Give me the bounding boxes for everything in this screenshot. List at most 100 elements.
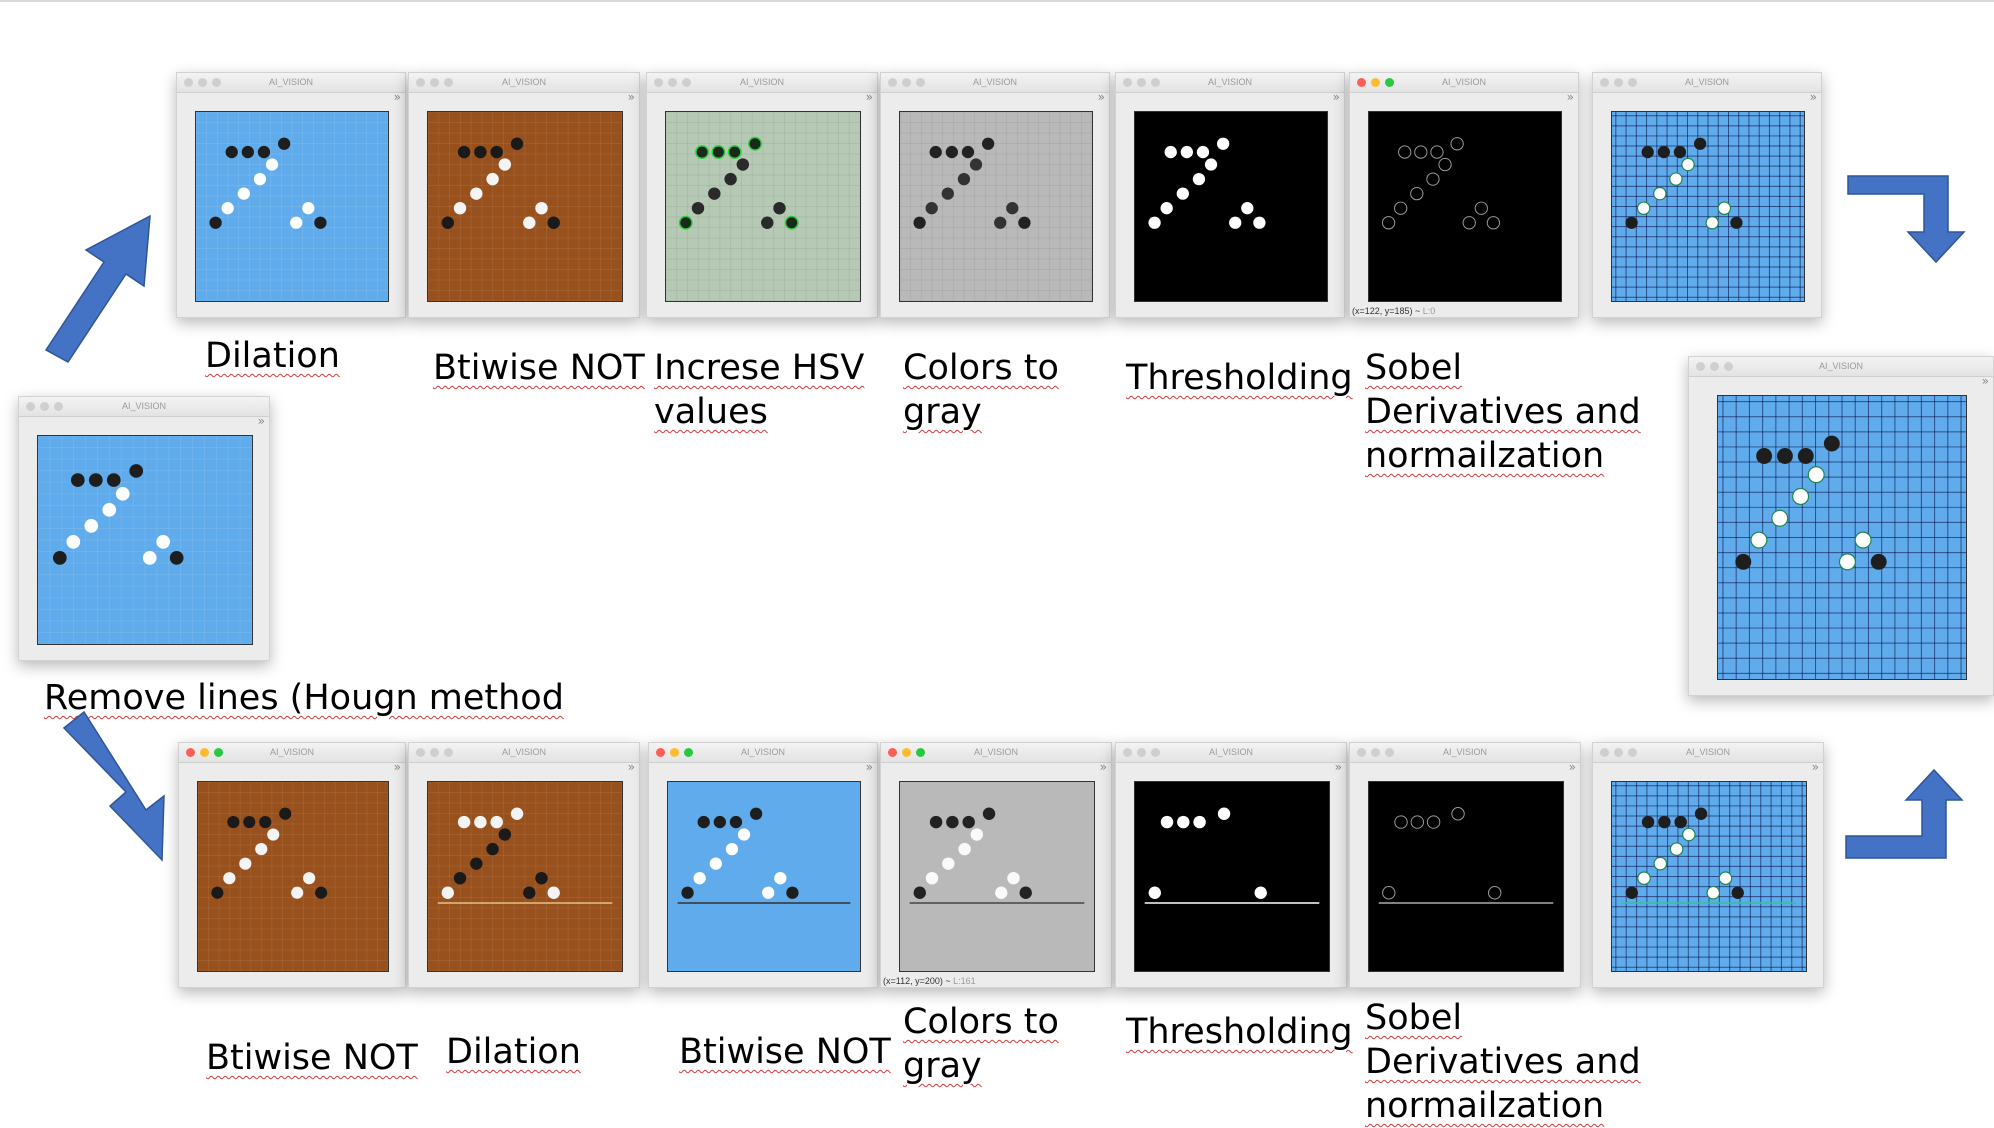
window-zoom-button[interactable] — [1385, 748, 1394, 757]
window-close-button[interactable] — [186, 748, 195, 757]
ai-vision-window[interactable]: AI_VISION » — [1115, 742, 1347, 988]
window-titlebar[interactable]: AI_VISION — [881, 743, 1111, 763]
window-titlebar[interactable]: AI_VISION — [409, 743, 639, 763]
window-zoom-button[interactable] — [212, 78, 221, 87]
window-titlebar[interactable]: AI_VISION — [1689, 357, 1993, 377]
window-close-button[interactable] — [1696, 362, 1705, 371]
ai-vision-window[interactable]: AI_VISION » — [880, 72, 1110, 318]
toolbar-overflow-icon[interactable]: » — [1566, 90, 1574, 104]
toolbar-overflow-icon[interactable]: » — [257, 414, 265, 428]
toolbar-overflow-icon[interactable]: » — [865, 760, 873, 774]
window-minimize-button[interactable] — [1371, 78, 1380, 87]
toolbar-overflow-icon[interactable]: » — [865, 90, 873, 104]
ai-vision-window[interactable]: AI_VISION » (x=122, y=185) ~ L:0 — [1349, 72, 1579, 318]
window-minimize-button[interactable] — [200, 748, 209, 757]
window-zoom-button[interactable] — [1628, 748, 1637, 757]
window-minimize-button[interactable] — [1137, 748, 1146, 757]
window-minimize-button[interactable] — [1614, 78, 1623, 87]
window-minimize-button[interactable] — [1137, 78, 1146, 87]
window-titlebar[interactable]: AI_VISION — [881, 73, 1109, 93]
ai-vision-window[interactable]: AI_VISION » — [1592, 742, 1824, 988]
window-minimize-button[interactable] — [40, 402, 49, 411]
ai-vision-window[interactable]: AI_VISION » — [1349, 742, 1581, 988]
ai-vision-window[interactable]: AI_VISION » — [648, 742, 878, 988]
window-close-button[interactable] — [888, 748, 897, 757]
toolbar-overflow-icon[interactable]: » — [1332, 90, 1340, 104]
window-zoom-button[interactable] — [214, 748, 223, 757]
window-titlebar[interactable]: AI_VISION — [1350, 743, 1580, 763]
ai-vision-window[interactable]: AI_VISION » — [646, 72, 878, 318]
window-minimize-button[interactable] — [198, 78, 207, 87]
window-close-button[interactable] — [416, 748, 425, 757]
stone — [498, 158, 512, 171]
window-close-button[interactable] — [1600, 748, 1609, 757]
ai-vision-window[interactable]: AI_VISION » — [1115, 72, 1345, 318]
ai-vision-window[interactable]: AI_VISION » — [178, 742, 406, 988]
toolbar-overflow-icon[interactable]: » — [1981, 374, 1989, 388]
window-minimize-button[interactable] — [430, 748, 439, 757]
window-zoom-button[interactable] — [1724, 362, 1733, 371]
ai-vision-window[interactable]: AI_VISION » — [408, 742, 640, 988]
window-close-button[interactable] — [1357, 78, 1366, 87]
toolbar-overflow-icon[interactable]: » — [1097, 90, 1105, 104]
toolbar-overflow-icon[interactable]: » — [627, 90, 635, 104]
window-titlebar[interactable]: AI_VISION — [1593, 743, 1823, 763]
window-titlebar[interactable]: AI_VISION — [19, 397, 269, 417]
stone — [982, 807, 996, 820]
ai-vision-window[interactable]: AI_VISION » — [1592, 72, 1822, 318]
stone — [695, 145, 710, 160]
window-zoom-button[interactable] — [1385, 78, 1394, 87]
window-minimize-button[interactable] — [1371, 748, 1380, 757]
window-zoom-button[interactable] — [682, 78, 691, 87]
window-titlebar[interactable]: AI_VISION — [1593, 73, 1821, 93]
window-zoom-button[interactable] — [684, 748, 693, 757]
window-minimize-button[interactable] — [670, 748, 679, 757]
window-close-button[interactable] — [1357, 748, 1366, 757]
window-zoom-button[interactable] — [1628, 78, 1637, 87]
window-close-button[interactable] — [656, 748, 665, 757]
toolbar-overflow-icon[interactable]: » — [1568, 760, 1576, 774]
toolbar-overflow-icon[interactable]: » — [1099, 760, 1107, 774]
window-close-button[interactable] — [184, 78, 193, 87]
window-close-button[interactable] — [26, 402, 35, 411]
toolbar-overflow-icon[interactable]: » — [393, 90, 401, 104]
window-titlebar[interactable]: AI_VISION — [1350, 73, 1578, 93]
window-minimize-button[interactable] — [1614, 748, 1623, 757]
window-zoom-button[interactable] — [916, 748, 925, 757]
window-titlebar[interactable]: AI_VISION — [179, 743, 405, 763]
window-minimize-button[interactable] — [430, 78, 439, 87]
window-zoom-button[interactable] — [444, 78, 453, 87]
window-minimize-button[interactable] — [902, 748, 911, 757]
window-close-button[interactable] — [416, 78, 425, 87]
ai-vision-window[interactable]: AI_VISION » (x=112, y=200) ~ L:161 — [880, 742, 1112, 988]
ai-vision-window[interactable]: AI_VISION » — [408, 72, 640, 318]
window-zoom-button[interactable] — [916, 78, 925, 87]
ai-vision-window[interactable]: AI_VISION » — [176, 72, 406, 318]
window-zoom-button[interactable] — [54, 402, 63, 411]
window-close-button[interactable] — [1600, 78, 1609, 87]
window-close-button[interactable] — [654, 78, 663, 87]
window-zoom-button[interactable] — [1151, 748, 1160, 757]
window-titlebar[interactable]: AI_VISION — [1116, 743, 1346, 763]
window-minimize-button[interactable] — [1710, 362, 1719, 371]
toolbar-overflow-icon[interactable]: » — [1334, 760, 1342, 774]
window-close-button[interactable] — [1123, 748, 1132, 757]
window-titlebar[interactable]: AI_VISION — [647, 73, 877, 93]
window-close-button[interactable] — [1123, 78, 1132, 87]
window-minimize-button[interactable] — [668, 78, 677, 87]
window-close-button[interactable] — [888, 78, 897, 87]
toolbar-overflow-icon[interactable]: » — [1811, 760, 1819, 774]
toolbar-overflow-icon[interactable]: » — [393, 760, 401, 774]
window-minimize-button[interactable] — [902, 78, 911, 87]
ai-vision-window[interactable]: AI_VISION » — [1688, 356, 1994, 696]
ai-vision-window[interactable]: AI_VISION » — [18, 396, 270, 661]
toolbar-overflow-icon[interactable]: » — [627, 760, 635, 774]
window-titlebar[interactable]: AI_VISION — [409, 73, 639, 93]
stone — [713, 815, 726, 829]
window-titlebar[interactable]: AI_VISION — [177, 73, 405, 93]
window-zoom-button[interactable] — [444, 748, 453, 757]
window-titlebar[interactable]: AI_VISION — [649, 743, 877, 763]
toolbar-overflow-icon[interactable]: » — [1809, 90, 1817, 104]
window-zoom-button[interactable] — [1151, 78, 1160, 87]
window-titlebar[interactable]: AI_VISION — [1116, 73, 1344, 93]
